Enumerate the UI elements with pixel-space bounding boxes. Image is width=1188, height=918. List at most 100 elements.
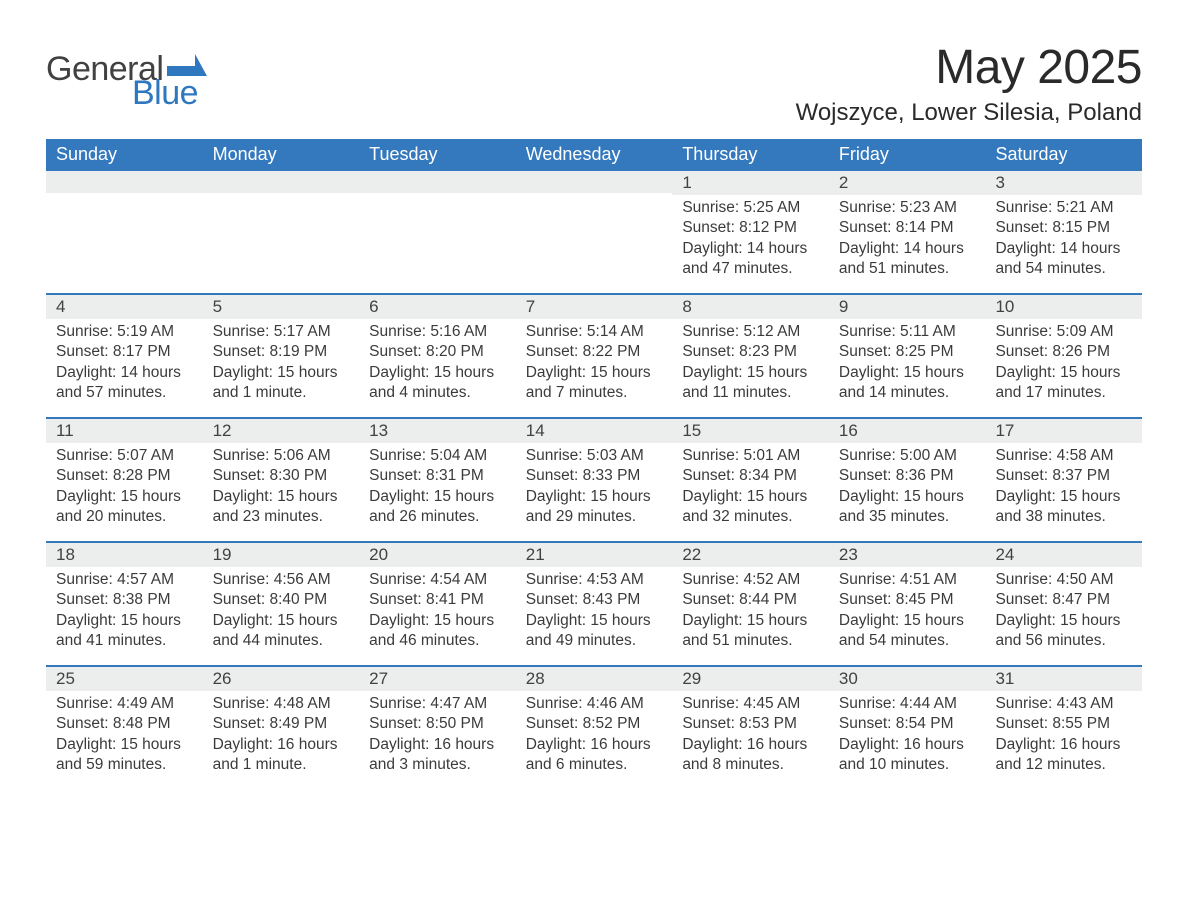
day-cell: 19Sunrise: 4:56 AMSunset: 8:40 PMDayligh…: [203, 543, 360, 665]
day-sunset: Sunset: 8:50 PM: [369, 714, 506, 734]
day-sunrise: Sunrise: 5:00 AM: [839, 446, 976, 466]
day-sunset: Sunset: 8:30 PM: [213, 466, 350, 486]
day-body: Sunrise: 4:52 AMSunset: 8:44 PMDaylight:…: [672, 567, 829, 656]
day-body: Sunrise: 4:44 AMSunset: 8:54 PMDaylight:…: [829, 691, 986, 780]
day-sunrise: Sunrise: 4:54 AM: [369, 570, 506, 590]
day-sunrise: Sunrise: 5:09 AM: [995, 322, 1132, 342]
day-daylight2: and 51 minutes.: [839, 259, 976, 279]
week-row: 18Sunrise: 4:57 AMSunset: 8:38 PMDayligh…: [46, 541, 1142, 665]
day-sunset: Sunset: 8:17 PM: [56, 342, 193, 362]
day-sunset: Sunset: 8:52 PM: [526, 714, 663, 734]
day-daylight2: and 3 minutes.: [369, 755, 506, 775]
day-daylight1: Daylight: 15 hours: [682, 487, 819, 507]
day-sunrise: Sunrise: 4:44 AM: [839, 694, 976, 714]
day-daylight1: Daylight: 16 hours: [526, 735, 663, 755]
day-sunrise: Sunrise: 5:21 AM: [995, 198, 1132, 218]
day-daylight2: and 54 minutes.: [839, 631, 976, 651]
day-number: 2: [829, 171, 986, 195]
day-sunrise: Sunrise: 5:12 AM: [682, 322, 819, 342]
day-body: Sunrise: 5:00 AMSunset: 8:36 PMDaylight:…: [829, 443, 986, 532]
title-location: Wojszyce, Lower Silesia, Poland: [796, 99, 1142, 127]
day-sunset: Sunset: 8:36 PM: [839, 466, 976, 486]
day-body: Sunrise: 4:45 AMSunset: 8:53 PMDaylight:…: [672, 691, 829, 780]
day-cell: 29Sunrise: 4:45 AMSunset: 8:53 PMDayligh…: [672, 667, 829, 789]
day-sunrise: Sunrise: 5:23 AM: [839, 198, 976, 218]
day-sunrise: Sunrise: 4:56 AM: [213, 570, 350, 590]
day-body: Sunrise: 5:01 AMSunset: 8:34 PMDaylight:…: [672, 443, 829, 532]
day-sunrise: Sunrise: 5:14 AM: [526, 322, 663, 342]
day-sunrise: Sunrise: 4:49 AM: [56, 694, 193, 714]
day-daylight1: Daylight: 15 hours: [526, 363, 663, 383]
brand-word2: Blue: [132, 76, 207, 110]
day-cell: 28Sunrise: 4:46 AMSunset: 8:52 PMDayligh…: [516, 667, 673, 789]
day-body: Sunrise: 5:04 AMSunset: 8:31 PMDaylight:…: [359, 443, 516, 532]
day-sunset: Sunset: 8:55 PM: [995, 714, 1132, 734]
day-body: Sunrise: 5:14 AMSunset: 8:22 PMDaylight:…: [516, 319, 673, 408]
dow-wednesday: Wednesday: [516, 139, 673, 171]
day-cell: 20Sunrise: 4:54 AMSunset: 8:41 PMDayligh…: [359, 543, 516, 665]
day-daylight1: Daylight: 15 hours: [369, 363, 506, 383]
day-body: [516, 193, 673, 200]
day-number: 8: [672, 295, 829, 319]
title-month-year: May 2025: [796, 40, 1142, 95]
day-sunset: Sunset: 8:44 PM: [682, 590, 819, 610]
day-number: 9: [829, 295, 986, 319]
day-cell: 14Sunrise: 5:03 AMSunset: 8:33 PMDayligh…: [516, 419, 673, 541]
day-daylight1: Daylight: 16 hours: [839, 735, 976, 755]
day-body: Sunrise: 5:09 AMSunset: 8:26 PMDaylight:…: [985, 319, 1142, 408]
day-daylight1: Daylight: 16 hours: [213, 735, 350, 755]
day-cell: 17Sunrise: 4:58 AMSunset: 8:37 PMDayligh…: [985, 419, 1142, 541]
day-sunrise: Sunrise: 5:03 AM: [526, 446, 663, 466]
day-number: 20: [359, 543, 516, 567]
day-body: Sunrise: 5:12 AMSunset: 8:23 PMDaylight:…: [672, 319, 829, 408]
day-cell: 7Sunrise: 5:14 AMSunset: 8:22 PMDaylight…: [516, 295, 673, 417]
day-sunrise: Sunrise: 4:45 AM: [682, 694, 819, 714]
day-daylight2: and 41 minutes.: [56, 631, 193, 651]
day-sunrise: Sunrise: 5:17 AM: [213, 322, 350, 342]
day-sunset: Sunset: 8:48 PM: [56, 714, 193, 734]
day-cell: 10Sunrise: 5:09 AMSunset: 8:26 PMDayligh…: [985, 295, 1142, 417]
dow-monday: Monday: [203, 139, 360, 171]
day-daylight2: and 14 minutes.: [839, 383, 976, 403]
day-daylight1: Daylight: 14 hours: [995, 239, 1132, 259]
day-body: Sunrise: 5:17 AMSunset: 8:19 PMDaylight:…: [203, 319, 360, 408]
week-row: 25Sunrise: 4:49 AMSunset: 8:48 PMDayligh…: [46, 665, 1142, 789]
dow-tuesday: Tuesday: [359, 139, 516, 171]
day-sunrise: Sunrise: 5:06 AM: [213, 446, 350, 466]
day-daylight1: Daylight: 15 hours: [526, 487, 663, 507]
day-body: Sunrise: 5:11 AMSunset: 8:25 PMDaylight:…: [829, 319, 986, 408]
day-daylight1: Daylight: 14 hours: [839, 239, 976, 259]
day-daylight1: Daylight: 15 hours: [369, 487, 506, 507]
day-daylight2: and 59 minutes.: [56, 755, 193, 775]
day-daylight2: and 57 minutes.: [56, 383, 193, 403]
day-daylight2: and 56 minutes.: [995, 631, 1132, 651]
day-daylight2: and 47 minutes.: [682, 259, 819, 279]
day-daylight2: and 32 minutes.: [682, 507, 819, 527]
day-number: [46, 171, 203, 193]
day-daylight1: Daylight: 15 hours: [526, 611, 663, 631]
day-cell: 30Sunrise: 4:44 AMSunset: 8:54 PMDayligh…: [829, 667, 986, 789]
day-daylight2: and 46 minutes.: [369, 631, 506, 651]
day-body: Sunrise: 4:50 AMSunset: 8:47 PMDaylight:…: [985, 567, 1142, 656]
day-daylight2: and 11 minutes.: [682, 383, 819, 403]
day-sunset: Sunset: 8:25 PM: [839, 342, 976, 362]
week-row: 11Sunrise: 5:07 AMSunset: 8:28 PMDayligh…: [46, 417, 1142, 541]
day-body: Sunrise: 4:47 AMSunset: 8:50 PMDaylight:…: [359, 691, 516, 780]
day-cell: 25Sunrise: 4:49 AMSunset: 8:48 PMDayligh…: [46, 667, 203, 789]
day-body: [46, 193, 203, 200]
day-sunset: Sunset: 8:28 PM: [56, 466, 193, 486]
day-body: Sunrise: 5:19 AMSunset: 8:17 PMDaylight:…: [46, 319, 203, 408]
day-daylight1: Daylight: 16 hours: [682, 735, 819, 755]
week-row: 4Sunrise: 5:19 AMSunset: 8:17 PMDaylight…: [46, 293, 1142, 417]
day-sunrise: Sunrise: 4:58 AM: [995, 446, 1132, 466]
days-of-week-header: Sunday Monday Tuesday Wednesday Thursday…: [46, 139, 1142, 171]
day-number: 14: [516, 419, 673, 443]
dow-thursday: Thursday: [672, 139, 829, 171]
day-daylight1: Daylight: 15 hours: [213, 363, 350, 383]
day-number: 7: [516, 295, 673, 319]
day-body: Sunrise: 5:07 AMSunset: 8:28 PMDaylight:…: [46, 443, 203, 532]
day-sunrise: Sunrise: 5:16 AM: [369, 322, 506, 342]
day-sunset: Sunset: 8:54 PM: [839, 714, 976, 734]
day-sunrise: Sunrise: 4:52 AM: [682, 570, 819, 590]
day-daylight1: Daylight: 15 hours: [682, 611, 819, 631]
